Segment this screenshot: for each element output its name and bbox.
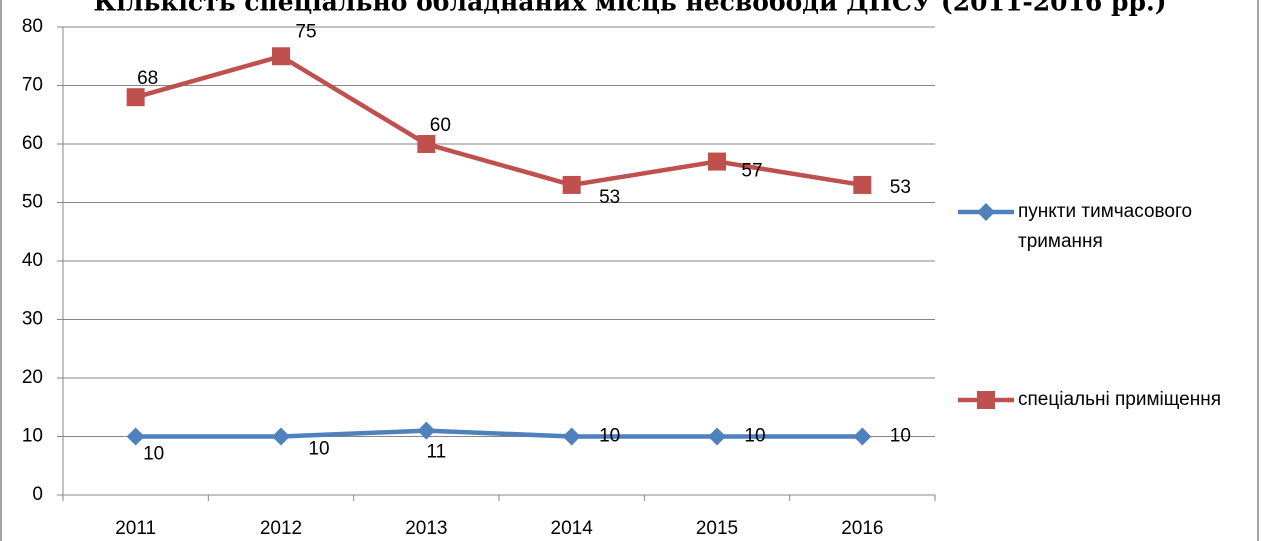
y-tick-label: 30	[22, 309, 43, 330]
point-marker	[562, 175, 581, 194]
y-tick-label: 80	[22, 16, 43, 37]
data-label: 75	[295, 21, 316, 42]
legend-marker	[977, 391, 995, 409]
point-marker	[853, 175, 872, 194]
point-marker	[417, 135, 436, 153]
data-label: 68	[137, 68, 158, 89]
legend-marker	[977, 203, 995, 221]
legend-entry: пункти тимчасового тримання	[1018, 201, 1193, 252]
y-tick-label: 20	[22, 367, 43, 388]
point-marker	[272, 427, 290, 446]
series-line	[135, 53, 863, 188]
data-label: 10	[890, 426, 911, 447]
point-marker	[853, 427, 872, 446]
x-tick-label: 2014	[551, 518, 594, 539]
x-tick-label: 2016	[841, 518, 883, 539]
chart-title: Кількість спеціально обладнаних місць не…	[93, 0, 1166, 17]
y-tick-label: 50	[22, 192, 43, 213]
data-label: 10	[744, 426, 765, 447]
data-label: 60	[430, 115, 451, 136]
point-marker	[708, 152, 726, 171]
point-marker	[126, 427, 145, 446]
data-label: 10	[143, 444, 164, 465]
data-label: 53	[890, 177, 911, 198]
y-tick-label: 40	[22, 250, 43, 271]
x-tick-label: 2015	[696, 518, 738, 539]
legend-entry: спеціальні приміщення	[1018, 389, 1222, 410]
y-tick-label: 0	[32, 484, 43, 505]
point-marker	[272, 47, 290, 66]
x-tick-label: 2011	[115, 518, 156, 539]
y-tick-label: 10	[22, 426, 43, 447]
data-label: 10	[308, 439, 329, 460]
point-marker	[417, 421, 436, 440]
point-marker	[126, 88, 145, 107]
x-tick-label: 2012	[260, 518, 302, 539]
point-marker	[708, 427, 726, 446]
data-label: 11	[426, 442, 446, 463]
x-tick-label: 2013	[405, 518, 447, 539]
data-label: 10	[599, 426, 620, 447]
point-marker	[562, 427, 581, 446]
data-label: 53	[599, 187, 620, 208]
data-label: 57	[741, 161, 762, 182]
series-line	[135, 428, 863, 439]
y-tick-label: 70	[22, 75, 43, 96]
y-tick-label: 60	[22, 133, 43, 154]
